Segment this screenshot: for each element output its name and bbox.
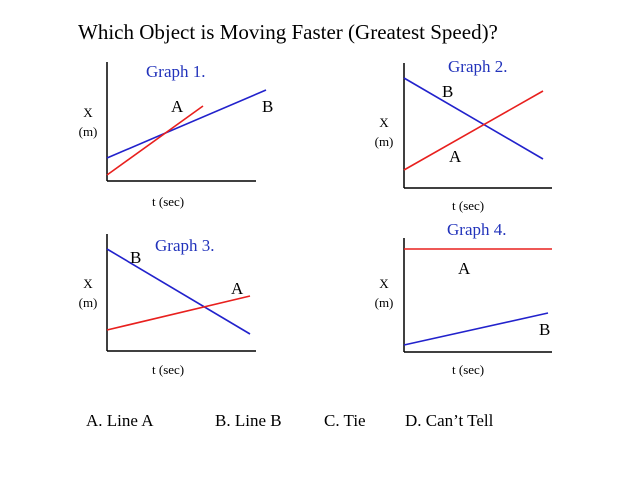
- graph-2-line-b: [403, 77, 544, 160]
- graph-4-x-label: t (sec): [452, 362, 485, 377]
- graph-2-label-b: B: [442, 82, 454, 101]
- graph-2-x-label: t (sec): [452, 198, 485, 213]
- graph-4-y-label-bottom: (m): [374, 295, 394, 310]
- graph-3-line-a: [106, 295, 251, 331]
- graph-1-label-a: A: [171, 97, 184, 116]
- graph-1-y-label-top: X: [83, 105, 93, 120]
- graph-3-y-label-bottom: (m): [78, 295, 98, 310]
- graph-3-label-b: B: [130, 248, 142, 267]
- graph-4-title: Graph 4.: [447, 220, 507, 239]
- graph-2-y-label-top: X: [379, 115, 389, 130]
- choice-d[interactable]: D. Can’t Tell: [405, 411, 494, 430]
- graph-1-title: Graph 1.: [146, 62, 206, 81]
- graph-2-y-label-bottom: (m): [374, 134, 394, 149]
- choice-b[interactable]: B. Line B: [215, 411, 282, 430]
- graph-3-label-a: A: [231, 279, 244, 298]
- graph-2-line-a: [403, 90, 544, 171]
- graph-3-title: Graph 3.: [155, 236, 215, 255]
- graph-4-label-a: A: [458, 259, 471, 278]
- choice-a[interactable]: A. Line A: [86, 411, 154, 430]
- graph-1-label-b: B: [262, 97, 274, 116]
- graph-3-line-b: [106, 248, 251, 335]
- graph-4-line-b: [403, 312, 549, 346]
- graph-1-y-label-bottom: (m): [78, 124, 98, 139]
- graph-1-x-label: t (sec): [152, 194, 185, 209]
- graph-3-y-label-top: X: [83, 276, 93, 291]
- choice-c[interactable]: C. Tie: [324, 411, 366, 430]
- graph-3-x-label: t (sec): [152, 362, 185, 377]
- graph-2-label-a: A: [449, 147, 462, 166]
- graph-1-line-a: [106, 105, 204, 176]
- graph-2-title: Graph 2.: [448, 57, 508, 76]
- graph-4-y-label-top: X: [379, 276, 389, 291]
- question-title: Which Object is Moving Faster (Greatest …: [78, 20, 498, 44]
- graph-4-label-b: B: [539, 320, 551, 339]
- graph-1-line-b: [106, 89, 267, 159]
